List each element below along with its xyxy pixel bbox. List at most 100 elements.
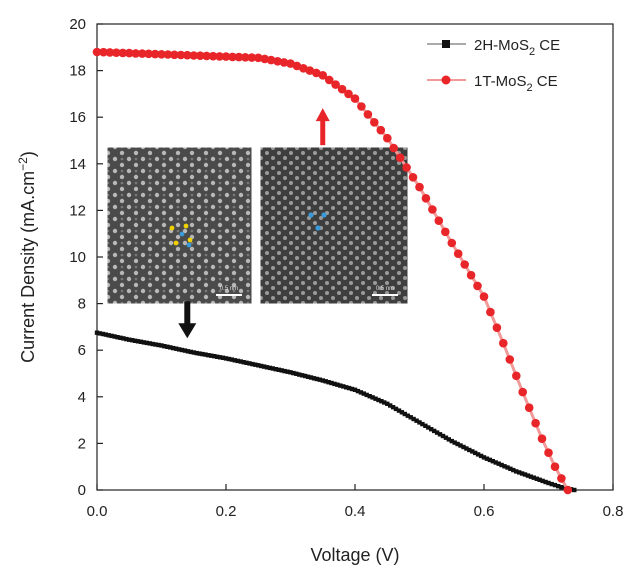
data-point <box>499 462 504 468</box>
y-tick-label: 8 <box>78 296 86 313</box>
data-point <box>174 346 179 351</box>
data-point <box>100 331 106 337</box>
data-point <box>344 89 353 99</box>
data-point <box>189 51 199 60</box>
data-point <box>355 388 361 394</box>
data-point <box>524 403 534 413</box>
y-tick-label: 4 <box>78 389 86 406</box>
data-point <box>537 477 542 482</box>
data-point <box>531 418 540 428</box>
y-tick-label: 2 <box>78 435 86 452</box>
data-point <box>179 347 185 353</box>
data-point <box>260 54 270 64</box>
data-point <box>297 372 302 377</box>
data-point <box>522 472 528 477</box>
data-point <box>440 433 446 439</box>
data-point <box>496 461 501 466</box>
data-point <box>135 339 141 344</box>
data-point <box>294 371 299 376</box>
data-point <box>112 48 121 57</box>
data-point <box>376 125 386 135</box>
data-point <box>92 47 102 57</box>
data-point <box>478 453 484 459</box>
scale-bar <box>216 294 242 296</box>
data-point <box>358 390 364 395</box>
x-tick-label: 0.0 <box>87 503 108 520</box>
data-point <box>514 469 519 474</box>
data-point <box>320 378 325 383</box>
data-point <box>385 401 390 406</box>
data-point <box>423 423 428 428</box>
data-point <box>528 474 534 479</box>
data-point <box>261 364 267 369</box>
data-point <box>288 370 293 375</box>
data-point <box>125 48 134 58</box>
data-point <box>546 480 551 486</box>
data-point <box>367 394 372 399</box>
data-point <box>492 323 502 333</box>
data-point <box>124 336 129 342</box>
data-point <box>170 50 179 60</box>
data-point <box>408 173 418 182</box>
data-point <box>228 52 237 62</box>
data-point <box>112 334 117 339</box>
data-point <box>473 450 478 456</box>
data-point <box>557 474 566 483</box>
data-point <box>447 238 457 248</box>
data-point <box>534 476 539 481</box>
y-tick-label: 12 <box>69 202 86 219</box>
data-point <box>389 143 399 153</box>
data-point <box>408 415 413 420</box>
data-point <box>253 53 263 63</box>
data-point <box>153 342 158 347</box>
data-point <box>559 485 564 490</box>
data-point <box>486 307 495 317</box>
data-point <box>215 354 220 359</box>
data-point <box>549 481 554 487</box>
data-point <box>195 51 205 60</box>
y-tick-label: 20 <box>69 16 86 33</box>
y-tick-label: 6 <box>78 342 86 359</box>
legend-marker-2h <box>442 40 450 48</box>
atom-marker-yellow <box>183 223 189 229</box>
data-point <box>234 52 244 62</box>
x-tick-label: 0.8 <box>603 503 624 520</box>
y-tick-label: 18 <box>69 63 86 80</box>
data-point <box>434 216 444 225</box>
data-point <box>473 281 482 291</box>
data-point <box>157 50 166 59</box>
data-point <box>162 344 167 349</box>
data-point <box>470 449 475 454</box>
data-point <box>341 384 346 389</box>
scale-bar-label: 0.5 nm <box>220 286 238 292</box>
data-point <box>443 435 449 440</box>
data-point <box>241 53 250 62</box>
y-tick-label: 10 <box>69 249 86 266</box>
data-point <box>475 452 481 457</box>
data-point <box>455 441 460 447</box>
data-point <box>357 102 366 111</box>
data-point <box>259 363 264 369</box>
data-point <box>452 440 457 445</box>
data-point <box>464 446 469 451</box>
data-point <box>461 444 466 450</box>
data-point <box>273 57 282 66</box>
data-point <box>241 360 246 365</box>
data-point <box>324 75 334 85</box>
data-point <box>171 345 176 351</box>
data-point <box>458 443 463 448</box>
data-point <box>432 428 437 434</box>
data-point <box>305 374 311 379</box>
data-point <box>441 227 450 237</box>
data-point <box>127 337 132 342</box>
data-point <box>229 357 235 362</box>
data-point <box>519 471 525 476</box>
data-point <box>185 349 191 354</box>
data-point <box>512 371 521 381</box>
data-point <box>338 383 343 388</box>
y-tick-label: 0 <box>78 482 86 499</box>
data-point <box>212 354 217 359</box>
arrow-up-icon <box>315 108 330 146</box>
data-point <box>97 331 103 336</box>
data-point <box>484 456 490 461</box>
